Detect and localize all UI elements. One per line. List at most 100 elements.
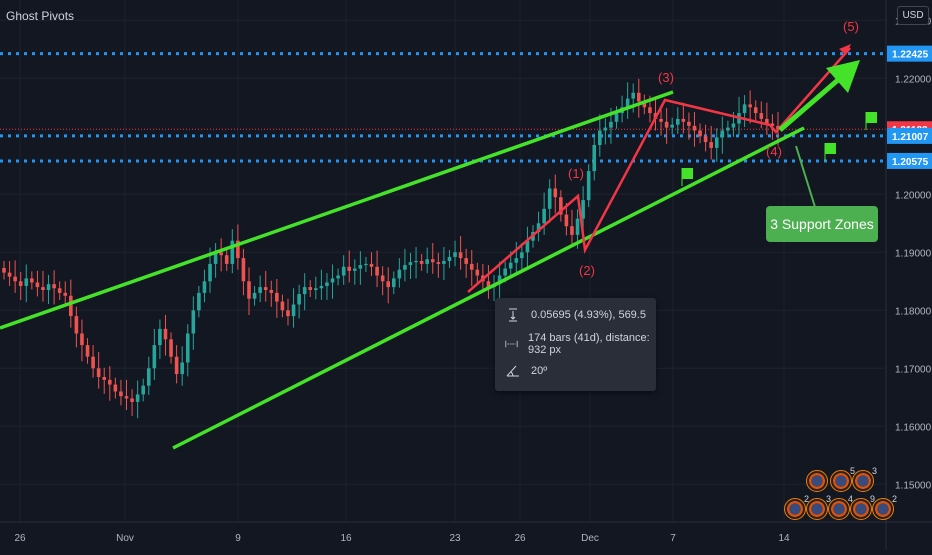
drawings[interactable]: [0, 44, 860, 450]
candle-body: [592, 145, 597, 172]
candle-body: [581, 200, 585, 219]
price-tick-label: 1.16000: [895, 422, 932, 433]
candle-body: [659, 118, 663, 122]
candle-body: [52, 284, 56, 289]
candle-body: [208, 263, 212, 282]
candle-body: [141, 385, 146, 395]
elliott-wave-path[interactable]: [467, 47, 851, 293]
measure-bars-row: 174 bars (41d), distance: 932 px: [505, 332, 656, 356]
candle-body: [314, 288, 318, 290]
candle-body: [742, 104, 747, 114]
level-price-label: 1.22425: [887, 45, 932, 62]
candle-body: [453, 252, 457, 257]
candle-body: [2, 267, 6, 273]
user-avatar[interactable]: 3: [852, 466, 877, 492]
candle-body: [158, 328, 162, 346]
user-avatar[interactable]: 2: [784, 494, 809, 520]
candle-body: [397, 269, 402, 279]
candle-body: [336, 275, 340, 279]
candle-body: [425, 259, 429, 264]
candle-body: [603, 127, 608, 131]
candle-body: [575, 218, 580, 235]
upper-channel-trendline[interactable]: [0, 90, 674, 330]
candle-body: [241, 258, 246, 282]
callout-pointer: [795, 145, 816, 208]
time-tick-label: 16: [340, 533, 352, 544]
pivot-flag: [682, 168, 693, 179]
candle-body: [625, 98, 630, 108]
candle-body: [291, 304, 296, 317]
candle-body: [330, 278, 335, 283]
currency-badge[interactable]: USD: [897, 6, 929, 25]
candle-body: [442, 261, 446, 264]
candle-body: [570, 226, 574, 235]
candle-body: [508, 262, 513, 269]
candle-body: [263, 287, 268, 290]
time-tick-label: 26: [14, 533, 26, 544]
user-avatar[interactable]: 9: [850, 494, 875, 520]
user-avatar[interactable]: 5: [830, 466, 855, 492]
candle-body: [286, 310, 290, 317]
candle-body: [174, 356, 179, 375]
user-avatar[interactable]: [806, 470, 828, 492]
candle-body: [30, 278, 34, 283]
idea-avatars[interactable]: 5 3 2 3 4 9 2: [780, 466, 897, 522]
candle-body: [648, 107, 652, 114]
candle-body: [236, 240, 240, 259]
price-tick-label: 1.15000: [895, 480, 932, 491]
candle-body: [681, 118, 686, 122]
candle-body: [726, 127, 730, 131]
candle-body: [191, 310, 196, 334]
level-price-label: 1.21007: [887, 127, 932, 144]
wave-label: (5): [843, 19, 859, 34]
user-avatar[interactable]: 3: [806, 494, 831, 520]
candle-body: [765, 118, 769, 124]
candle-body: [219, 252, 223, 256]
green-target-arrowhead: [826, 60, 860, 93]
candle-body: [96, 368, 101, 377]
candle-body: [119, 391, 123, 397]
lower-channel-trendline[interactable]: [172, 126, 805, 450]
candle-body: [664, 121, 669, 128]
green-target-arrow-shaft[interactable]: [778, 71, 848, 132]
candle-body: [18, 281, 23, 286]
pivot-flag: [825, 143, 836, 154]
candle-body: [319, 285, 324, 289]
time-tick-label: 7: [670, 533, 676, 544]
candle-body: [152, 345, 157, 369]
user-avatar[interactable]: 2: [872, 494, 897, 520]
candle-body: [197, 292, 201, 311]
candle-body: [63, 292, 68, 296]
candle-body: [180, 362, 184, 375]
candle-body: [202, 281, 207, 293]
candle-body: [85, 345, 90, 357]
candle-body: [675, 118, 680, 125]
measure-bars-text: 174 bars (41d), distance: 932 px: [527, 332, 650, 356]
candle-body: [91, 356, 95, 369]
candle-body: [403, 265, 407, 270]
candle-body: [430, 259, 435, 263]
measurement-tooltip: 0.05695 (4.93%), 569.5 174 bars (41d), d…: [495, 298, 656, 391]
candle-body: [364, 263, 368, 266]
user-avatar[interactable]: 4: [828, 494, 853, 520]
candle-body: [297, 294, 301, 305]
candle-body: [714, 137, 719, 148]
candle-body: [80, 333, 84, 346]
candle-body: [280, 301, 285, 311]
candle-body: [486, 281, 491, 288]
time-tick-label: Nov: [116, 533, 134, 544]
candle-body: [553, 188, 558, 198]
candle-body: [520, 252, 524, 259]
candle-body: [375, 266, 379, 276]
indicator-title[interactable]: Ghost Pivots: [6, 9, 75, 23]
candle-body: [308, 287, 313, 290]
time-tick-label: 14: [778, 533, 790, 544]
candle-body: [731, 123, 736, 128]
candle-body: [559, 197, 563, 215]
time-axis[interactable]: 26 Nov 9 16 23 26 Dec 7 14: [14, 533, 790, 544]
support-zones-callout[interactable]: 3 Support Zones: [766, 206, 878, 242]
candle-body: [414, 261, 418, 263]
candle-body: [475, 269, 480, 276]
